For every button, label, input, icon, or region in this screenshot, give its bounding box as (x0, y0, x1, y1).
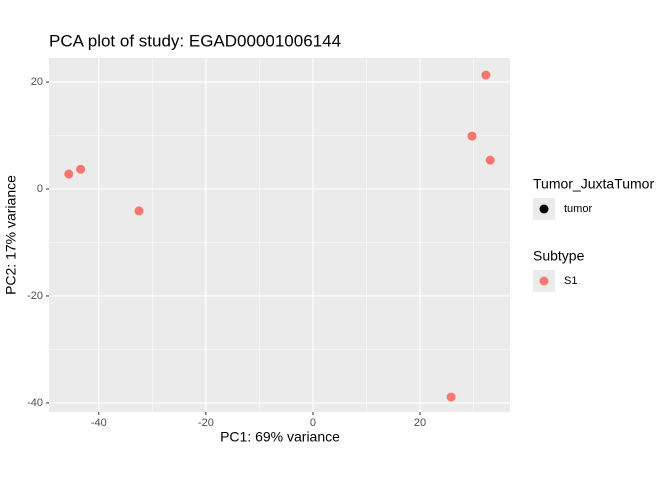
legend-marker (539, 276, 549, 286)
x-tick-label: -40 (91, 417, 107, 429)
legend-title: Tumor_JuxtaTumor (533, 176, 654, 192)
legend-marker (539, 204, 549, 214)
y-tick-label: -20 (27, 290, 43, 302)
x-axis-label: PC1: 69% variance (220, 429, 340, 445)
y-axis-label: PC2: 17% variance (3, 175, 19, 295)
legend-label: tumor (564, 203, 592, 215)
chart-title: PCA plot of study: EGAD00001006144 (49, 31, 341, 50)
x-tick-label: -20 (198, 417, 214, 429)
point (485, 155, 495, 165)
point (134, 206, 144, 216)
point (76, 164, 86, 174)
plot-panel (49, 58, 510, 412)
y-tick-label: -40 (27, 397, 43, 409)
x-tick-label: 0 (310, 417, 316, 429)
legend-label: S1 (564, 275, 577, 287)
point (467, 131, 477, 141)
point (446, 392, 456, 402)
x-tick-label: 20 (414, 417, 426, 429)
point (64, 169, 74, 179)
y-tick-label: 0 (37, 183, 43, 195)
point (481, 70, 491, 80)
legend-title: Subtype (533, 248, 585, 264)
y-tick-label: 20 (31, 76, 43, 88)
